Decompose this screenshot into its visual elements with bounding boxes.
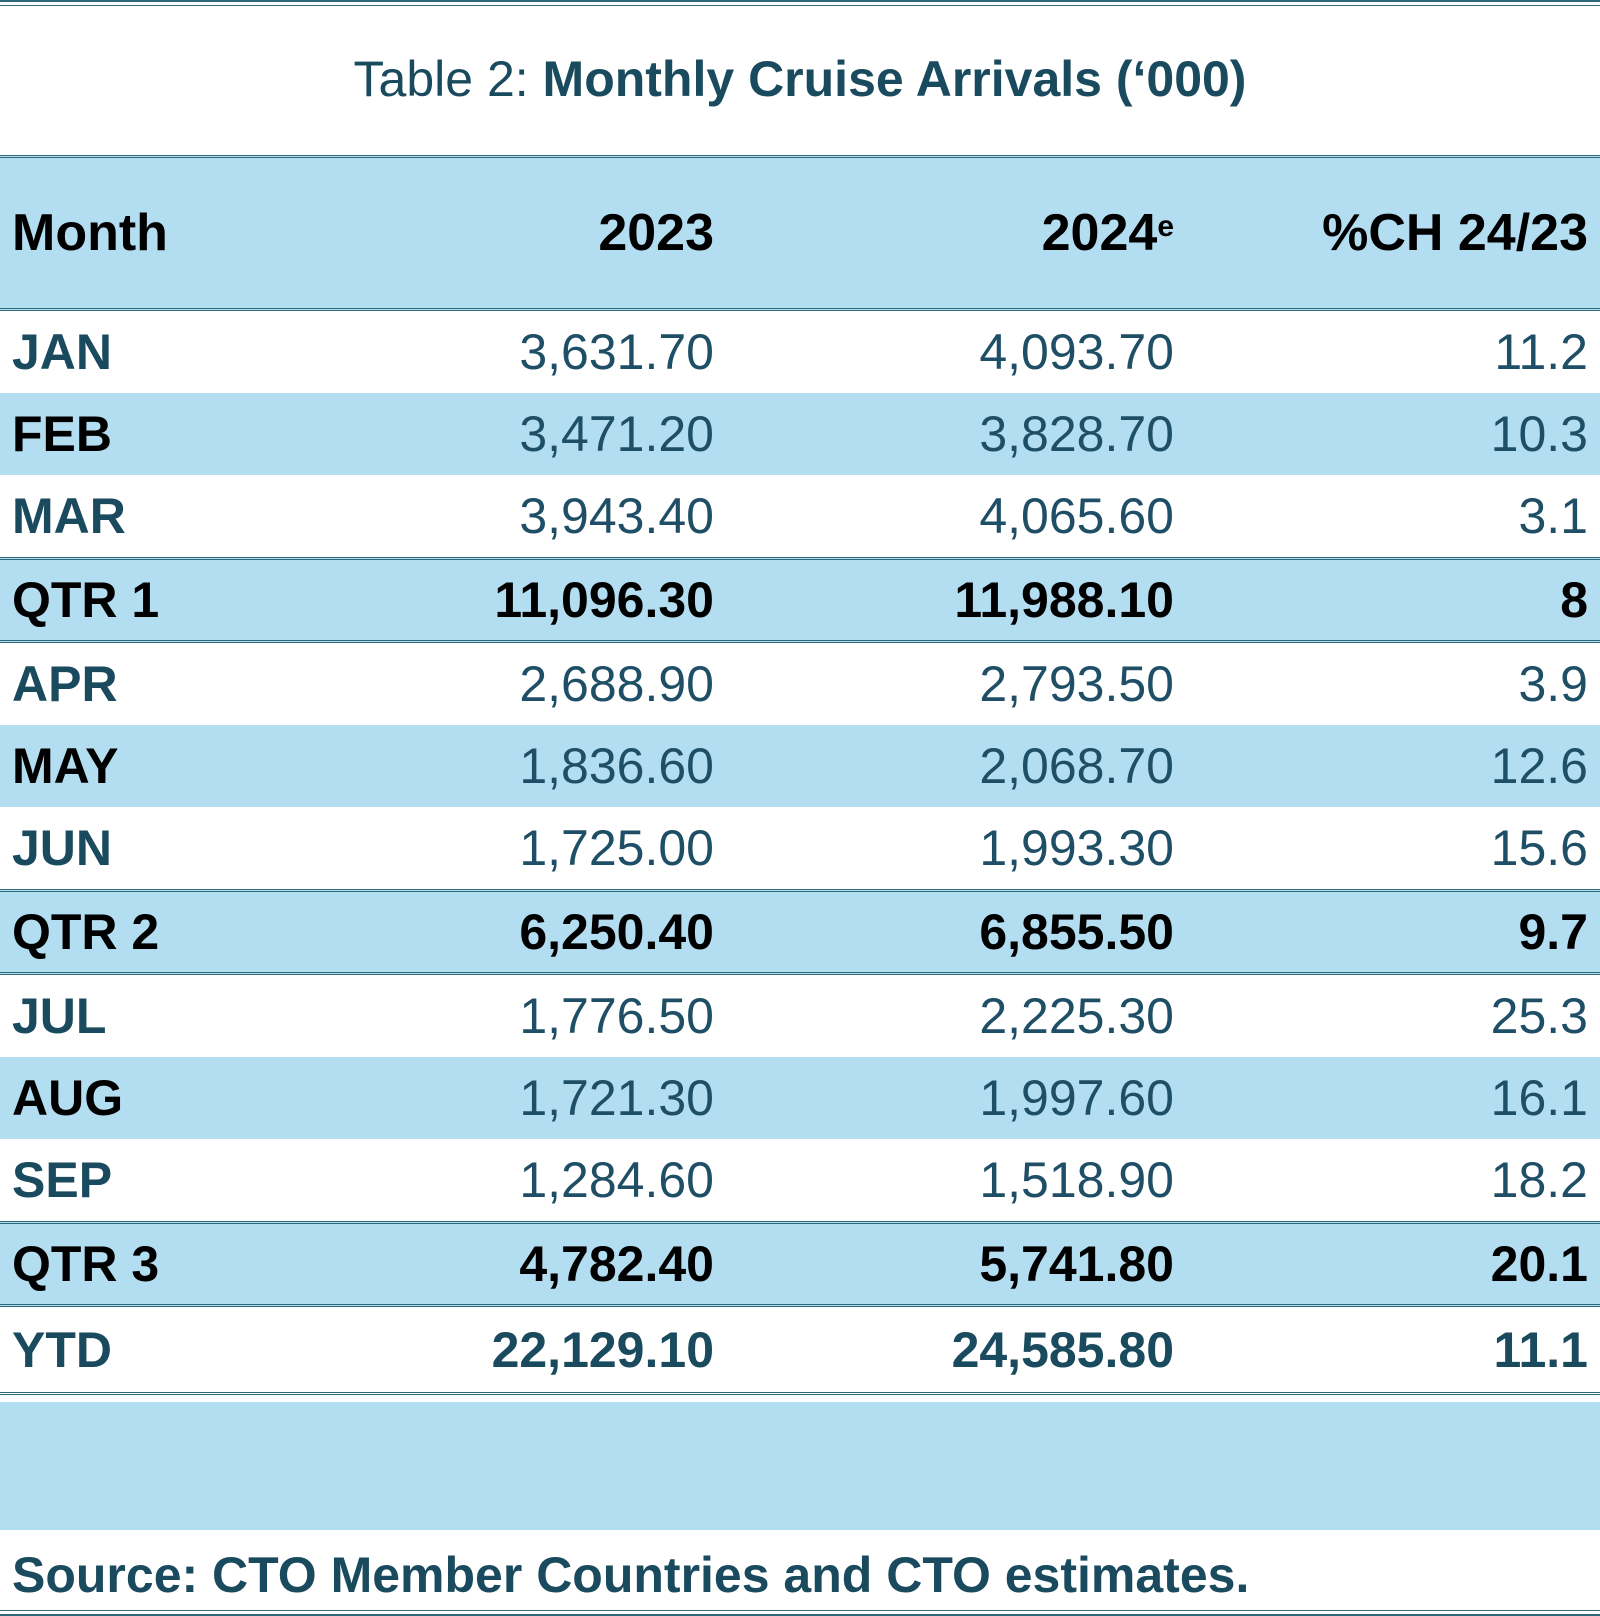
- row-pct-change: 25.3: [1490, 988, 1588, 1044]
- quarter-total-row: QTR 1 11,096.30 11,988.10 8: [0, 557, 1600, 643]
- header-month: Month: [12, 204, 168, 262]
- table-title-main: Monthly Cruise Arrivals (‘000): [542, 51, 1247, 107]
- row-2023-value: 1,776.50: [519, 988, 714, 1044]
- row-pct-change: 11.2: [1494, 324, 1588, 380]
- row-2024-value: 2,225.30: [979, 988, 1174, 1044]
- top-rule: [0, 0, 1600, 6]
- table-header-row: Month 2023 2024 e %CH 24/23: [0, 155, 1600, 311]
- header-2023: 2023: [598, 204, 714, 262]
- row-2024-value: 2,068.70: [979, 738, 1174, 794]
- row-pct-change: 16.1: [1490, 1070, 1588, 1126]
- row-2024-value: 1,518.90: [979, 1152, 1174, 1208]
- header-2024-superscript: e: [1157, 210, 1174, 243]
- bottom-rule: [0, 1610, 1600, 1616]
- row-month: MAR: [12, 488, 126, 544]
- row-2023-value: 3,471.20: [519, 406, 714, 462]
- row-month: JAN: [12, 324, 113, 380]
- cruise-arrivals-table: Month 2023 2024 e %CH 24/23 JAN 3,631.70 …: [0, 155, 1600, 1395]
- row-2024-value: 3,828.70: [979, 406, 1174, 462]
- row-month: QTR 2: [12, 904, 160, 960]
- ytd-total-row: YTD 22,129.10 24,585.80 11.1: [0, 1307, 1600, 1395]
- row-2024-value: 5,741.80: [979, 1236, 1174, 1292]
- row-month: YTD: [12, 1321, 112, 1378]
- table-row: MAR 3,943.40 4,065.60 3.1: [0, 475, 1600, 557]
- row-pct-change: 18.2: [1490, 1152, 1588, 1208]
- row-2023-value: 1,725.00: [519, 820, 714, 876]
- header-2024: 2024 e: [800, 158, 1174, 308]
- row-month: QTR 3: [12, 1236, 160, 1292]
- table-body: JAN 3,631.70 4,093.70 11.2 FEB 3,471.20 …: [0, 311, 1600, 1395]
- row-month: AUG: [12, 1070, 124, 1126]
- row-pct-change: 20.1: [1490, 1236, 1588, 1292]
- table-row: SEP 1,284.60 1,518.90 18.2: [0, 1139, 1600, 1221]
- row-2024-value: 2,793.50: [979, 656, 1174, 712]
- row-2024-value: 1,993.30: [979, 820, 1174, 876]
- row-2023-value: 22,129.10: [491, 1321, 714, 1378]
- row-pct-change: 10.3: [1490, 406, 1588, 462]
- row-2023-value: 2,688.90: [519, 656, 714, 712]
- row-2024-value: 4,093.70: [979, 324, 1174, 380]
- header-2024-label: 2024: [1041, 204, 1158, 262]
- table-row: APR 2,688.90 2,793.50 3.9: [0, 643, 1600, 725]
- table-row: AUG 1,721.30 1,997.60 16.1: [0, 1057, 1600, 1139]
- row-2023-value: 3,631.70: [519, 324, 714, 380]
- row-pct-change: 15.6: [1490, 820, 1588, 876]
- row-month: FEB: [12, 406, 112, 462]
- row-2023-value: 3,943.40: [519, 488, 714, 544]
- row-month: QTR 1: [12, 572, 160, 628]
- row-2023-value: 4,782.40: [519, 1236, 714, 1292]
- row-month: JUL: [12, 988, 107, 1044]
- row-2023-value: 1,721.30: [519, 1070, 714, 1126]
- source-note: Source: CTO Member Countries and CTO est…: [12, 1547, 1250, 1603]
- footer-band: [0, 1402, 1600, 1530]
- row-month: APR: [12, 656, 118, 712]
- row-2024-value: 4,065.60: [979, 488, 1174, 544]
- row-2024-value: 24,585.80: [951, 1321, 1174, 1378]
- row-pct-change: 3.1: [1518, 488, 1588, 544]
- row-month: SEP: [12, 1152, 113, 1208]
- row-month: JUN: [12, 820, 113, 876]
- row-2023-value: 6,250.40: [519, 904, 714, 960]
- row-pct-change: 12.6: [1490, 738, 1588, 794]
- row-pct-change: 9.7: [1518, 904, 1588, 960]
- row-2024-value: 1,997.60: [979, 1070, 1174, 1126]
- table-row: JUN 1,725.00 1,993.30 15.6: [0, 807, 1600, 889]
- row-2024-value: 11,988.10: [954, 572, 1174, 628]
- row-2023-value: 11,096.30: [494, 572, 714, 628]
- header-pct-change: %CH 24/23: [1322, 204, 1588, 262]
- row-month: MAY: [12, 738, 119, 794]
- row-2024-value: 6,855.50: [979, 904, 1174, 960]
- table-title-prefix: Table 2:: [353, 51, 543, 107]
- table-row: JUL 1,776.50 2,225.30 25.3: [0, 975, 1600, 1057]
- table-row: MAY 1,836.60 2,068.70 12.6: [0, 725, 1600, 807]
- table-row: FEB 3,471.20 3,828.70 10.3: [0, 393, 1600, 475]
- row-pct-change: 11.1: [1493, 1321, 1588, 1378]
- row-2023-value: 1,284.60: [519, 1152, 714, 1208]
- row-pct-change: 3.9: [1518, 656, 1588, 712]
- row-pct-change: 8: [1560, 572, 1588, 628]
- quarter-total-row: QTR 3 4,782.40 5,741.80 20.1: [0, 1221, 1600, 1307]
- row-2023-value: 1,836.60: [519, 738, 714, 794]
- table-row: JAN 3,631.70 4,093.70 11.2: [0, 311, 1600, 393]
- table-title: Table 2: Monthly Cruise Arrivals (‘000): [0, 42, 1600, 116]
- quarter-total-row: QTR 2 6,250.40 6,855.50 9.7: [0, 889, 1600, 975]
